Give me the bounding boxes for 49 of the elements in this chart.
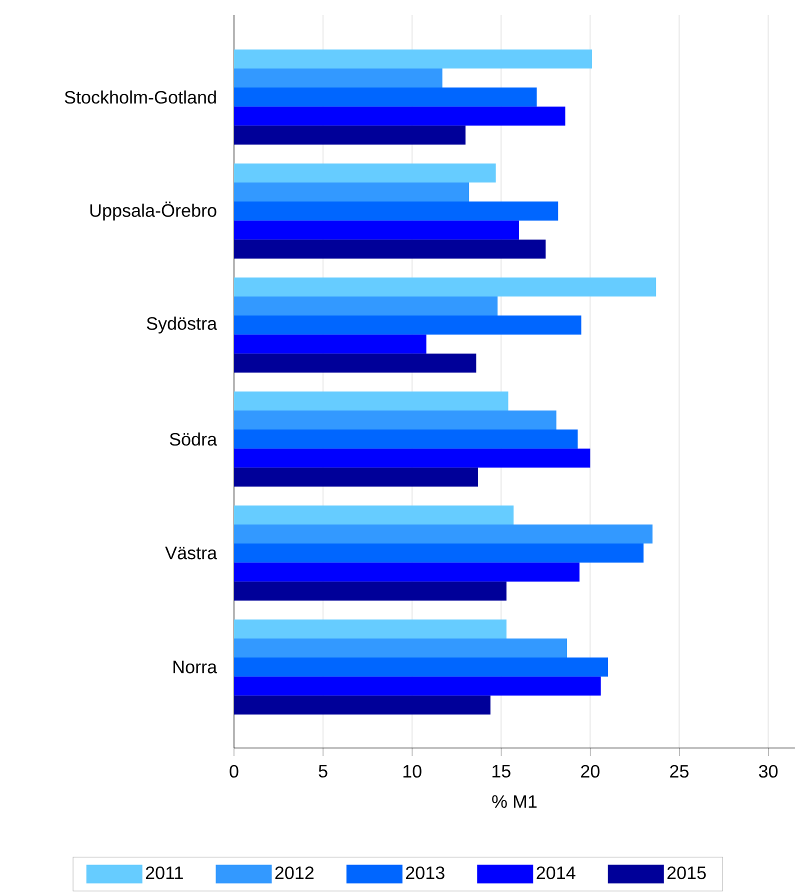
bar <box>234 202 558 221</box>
bar <box>234 354 476 373</box>
bar <box>234 391 508 411</box>
bar <box>234 410 556 430</box>
bar <box>234 334 426 354</box>
bar <box>234 638 568 658</box>
bar <box>234 468 478 487</box>
y-tick-label: Stockholm-Gotland <box>64 90 216 104</box>
x-tick-label: 15 <box>492 764 510 778</box>
bar <box>234 163 496 183</box>
bar <box>234 619 506 639</box>
bar <box>234 316 582 335</box>
bar <box>234 296 498 316</box>
y-tick-label: Norra <box>174 660 218 674</box>
bar <box>234 505 514 525</box>
legend-label: 2011 <box>146 866 183 880</box>
bar <box>234 106 566 126</box>
bar <box>234 240 546 259</box>
x-tick-label: 10 <box>403 764 422 778</box>
legend-label: 2015 <box>667 866 706 880</box>
bar <box>234 696 490 715</box>
bar <box>234 448 590 468</box>
y-tick-label: Sydöstra <box>146 316 218 334</box>
bar <box>234 68 442 88</box>
x-axis-title: % M1 <box>492 795 537 808</box>
bar <box>234 277 656 297</box>
bar <box>234 88 537 107</box>
legend-label: 2014 <box>536 866 576 880</box>
y-tick-label: Uppsala-Örebro <box>90 202 216 220</box>
bar <box>234 49 592 69</box>
legend-label: 2012 <box>275 866 314 880</box>
legend-label: 2013 <box>406 866 444 880</box>
x-tick-label: 25 <box>670 764 688 778</box>
x-tick-label: 30 <box>758 764 778 778</box>
x-tick-label: 20 <box>581 764 600 778</box>
y-tick-label: Södra <box>170 432 218 446</box>
bar <box>234 220 519 240</box>
bar <box>234 524 653 544</box>
bar <box>234 544 644 563</box>
bar <box>234 182 470 202</box>
bar <box>234 430 578 449</box>
bar <box>234 582 506 601</box>
y-tick-label: Västra <box>165 546 218 560</box>
bar <box>234 126 466 145</box>
bar <box>234 676 601 696</box>
bar <box>234 658 608 677</box>
bar <box>234 562 580 582</box>
x-tick-label: 5 <box>318 764 328 778</box>
x-tick-label: 0 <box>230 764 238 778</box>
